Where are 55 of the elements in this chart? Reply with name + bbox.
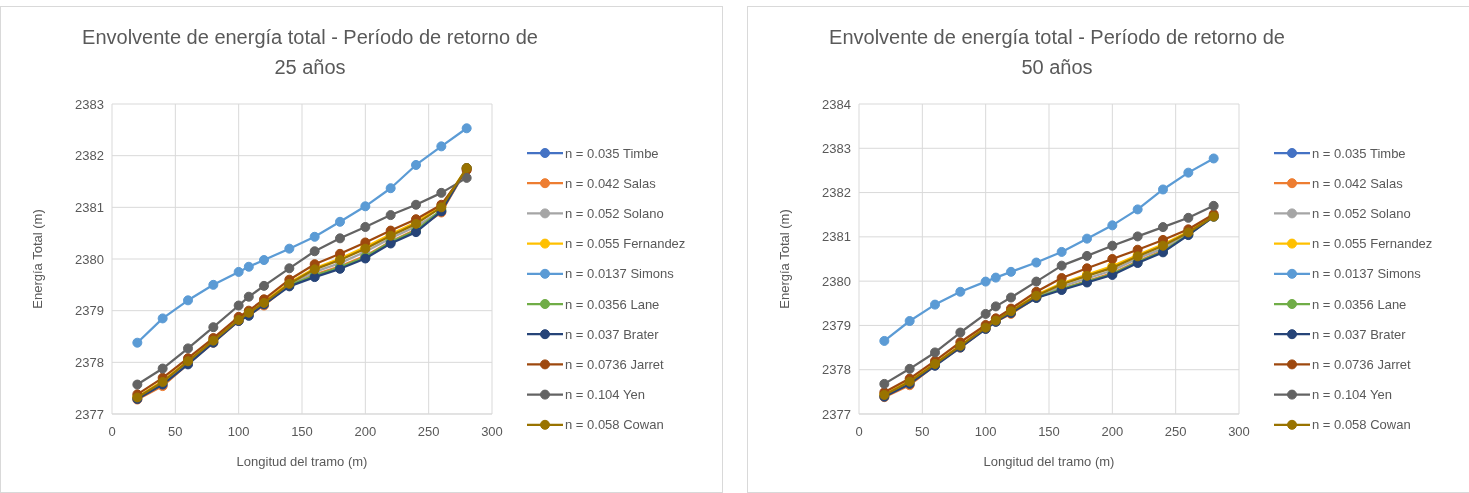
y-axis-title: Energía Total (m) bbox=[777, 209, 792, 309]
chart-title: Envolvente de energía total - Período de retorno de 50 años bbox=[829, 26, 1285, 78]
x-tick-label: 200 bbox=[354, 424, 377, 439]
x-axis-title: Longitud del tramo (m) bbox=[236, 454, 368, 469]
legend-label: n = 0.0137 Simons bbox=[1312, 266, 1422, 282]
x-tick-label: 150 bbox=[291, 424, 313, 439]
x-tick-label: 50 bbox=[168, 424, 183, 439]
x-tick-label: 300 bbox=[1228, 424, 1250, 439]
y-tick-label: 2384 bbox=[822, 96, 851, 112]
x-tick-label: 150 bbox=[1038, 424, 1060, 439]
legend-label: n = 0.052 Solano bbox=[1312, 205, 1411, 221]
y-tick-label: 2381 bbox=[822, 229, 851, 245]
y-tick-label: 2381 bbox=[75, 199, 104, 215]
legend-label: n = 0.042 Salas bbox=[1312, 175, 1404, 191]
y-tick-label: 2377 bbox=[75, 406, 104, 422]
y-tick-label: 2380 bbox=[75, 251, 104, 267]
legend-label: n = 0.035 Timbe bbox=[1312, 145, 1406, 161]
legend-label: n = 0.0736 Jarret bbox=[1312, 356, 1412, 372]
legend-label: n = 0.0356 Lane bbox=[1312, 296, 1407, 312]
y-tick-label: 2382 bbox=[822, 185, 851, 201]
legend-label: n = 0.104 Yen bbox=[1312, 387, 1392, 403]
x-tick-label: 50 bbox=[915, 424, 930, 439]
legend-label: n = 0.055 Fernandez bbox=[565, 236, 686, 252]
y-tick-label: 2378 bbox=[75, 354, 104, 370]
y-tick-label: 2377 bbox=[822, 406, 851, 422]
x-tick-label: 250 bbox=[1164, 424, 1187, 439]
y-axis-title: Energía Total (m) bbox=[30, 209, 45, 309]
x-tick-label: 250 bbox=[417, 424, 440, 439]
legend-label: n = 0.035 Timbe bbox=[565, 145, 659, 161]
x-tick-label: 0 bbox=[108, 424, 116, 439]
x-tick-label: 200 bbox=[1101, 424, 1124, 439]
y-tick-label: 2379 bbox=[75, 303, 104, 319]
y-tick-label: 2380 bbox=[822, 273, 851, 289]
chart-title: Envolvente de energía total - Período de retorno de 25 años bbox=[82, 26, 538, 78]
legend-label: n = 0.042 Salas bbox=[565, 175, 657, 191]
legend-label: n = 0.058 Cowan bbox=[565, 417, 664, 433]
legend-label: n = 0.037 Brater bbox=[1312, 326, 1407, 342]
legend-label: n = 0.0736 Jarret bbox=[565, 356, 665, 372]
legend-label: n = 0.037 Brater bbox=[565, 326, 660, 342]
y-tick-label: 2383 bbox=[75, 96, 104, 112]
x-tick-label: 100 bbox=[974, 424, 997, 439]
legend-label: n = 0.0356 Lane bbox=[565, 296, 660, 312]
x-axis-title: Longitud del tramo (m) bbox=[983, 454, 1115, 469]
legend-label: n = 0.058 Cowan bbox=[1312, 417, 1411, 433]
x-tick-label: 300 bbox=[481, 424, 503, 439]
legend-label: n = 0.0137 Simons bbox=[565, 266, 675, 282]
y-tick-label: 2382 bbox=[75, 148, 104, 164]
x-tick-label: 100 bbox=[227, 424, 250, 439]
legend-label: n = 0.104 Yen bbox=[565, 387, 645, 403]
legend-label: n = 0.055 Fernandez bbox=[1312, 236, 1433, 252]
y-tick-label: 2379 bbox=[822, 317, 851, 333]
legend-label: n = 0.052 Solano bbox=[565, 205, 664, 221]
x-tick-label: 0 bbox=[855, 424, 863, 439]
y-tick-label: 2378 bbox=[822, 362, 851, 378]
y-tick-label: 2383 bbox=[822, 140, 851, 156]
